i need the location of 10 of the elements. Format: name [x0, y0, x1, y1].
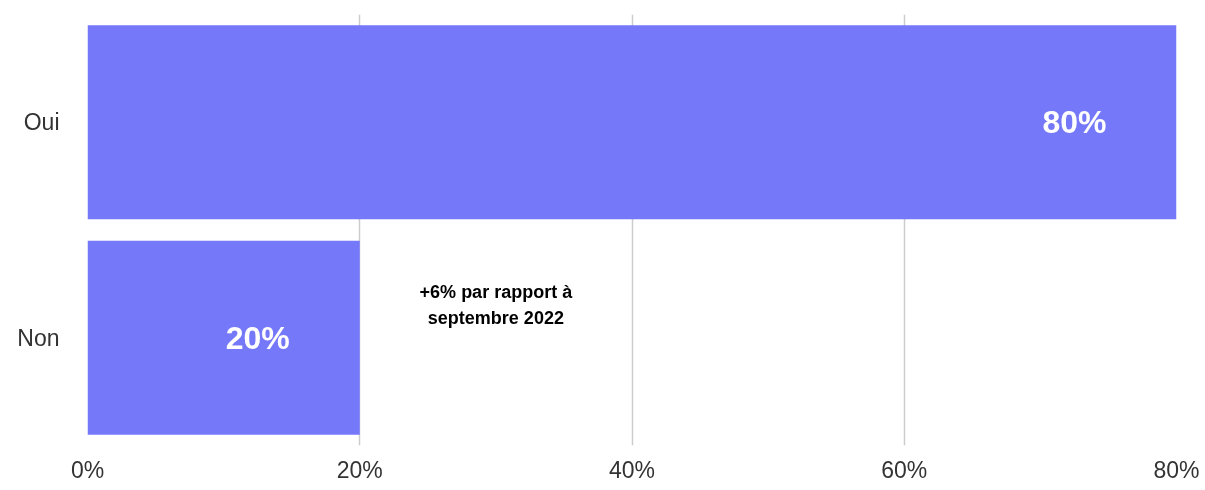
x-tick-label: 40%	[608, 456, 656, 483]
data-label: 20%	[225, 319, 290, 356]
x-tick-label: 60%	[881, 456, 928, 483]
y-tick-label: Oui	[23, 109, 60, 136]
x-tick-label: 20%	[336, 456, 383, 483]
y-tick-label: Non	[17, 324, 60, 351]
annotation: +6% par rapport à septembre 2022	[419, 282, 574, 329]
x-tick-label: 80%	[1153, 456, 1200, 483]
x-tick-label: 0%	[70, 456, 105, 483]
data-label: 80%	[1042, 104, 1107, 141]
